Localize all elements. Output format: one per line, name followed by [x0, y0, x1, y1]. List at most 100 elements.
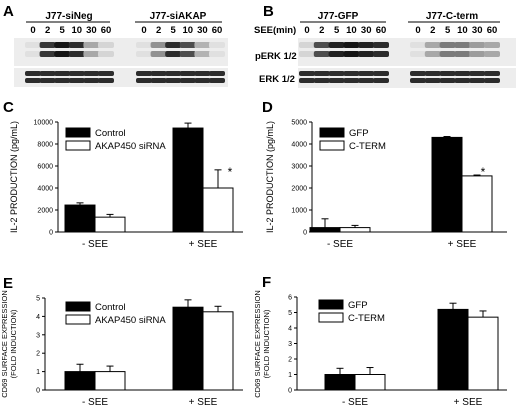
ERK-band — [410, 71, 426, 76]
panel-d-legend-label: GFP — [349, 128, 369, 139]
ERK-band — [343, 78, 360, 83]
pERK-band — [179, 51, 196, 57]
panel-d-bar — [339, 227, 371, 233]
panel-e-y-axis-title: CD69 SURFACE EXPRESSION(FOLD INDUCTION) — [0, 290, 18, 398]
panel-d-bar — [461, 175, 493, 233]
pERK-band — [83, 42, 100, 48]
panel-d-significance-star: * — [481, 165, 486, 179]
panel-a: A J77-siNeg J77-siAKAP 0 2 5 10 30 60 0 2 5 10 30 6… — [3, 3, 228, 87]
ERK-band — [179, 71, 196, 76]
pERK-band — [39, 42, 56, 48]
ERK-band — [328, 78, 345, 83]
pERK-band — [328, 51, 345, 57]
panel-d-y-tick-label: 4000 — [291, 142, 307, 149]
pERK-band — [454, 51, 471, 57]
ERK-band — [209, 78, 225, 83]
ERK-band — [150, 71, 167, 76]
ERK-band — [439, 78, 456, 83]
panel-d: D 0 1000 2000 3000 4000 5000 - SEE + SEE IL-2 PRO… — [262, 99, 507, 250]
panel-a-timepoint-label: 30 — [197, 25, 208, 36]
ERK-band — [299, 71, 315, 76]
panel-b-timepoint-label: 60 — [487, 25, 498, 36]
panel-e-legend-swatch — [65, 301, 91, 312]
pERK-band — [469, 42, 486, 48]
panel-f-bar — [354, 374, 386, 391]
panel-b-group-2-title: J77-C-term — [426, 11, 478, 22]
ERK-band — [454, 78, 471, 83]
pERK-band — [373, 51, 389, 57]
pERK-band — [98, 51, 114, 57]
ERK-band — [98, 71, 114, 76]
panel-c-significance-star: * — [228, 165, 233, 179]
panel-b-row-label-erk: ERK 1/2 — [259, 74, 295, 85]
pERK-band — [25, 42, 41, 48]
panel-f-bar — [437, 308, 469, 391]
panel-f-x-category-label: + SEE — [454, 397, 483, 408]
pERK-band — [150, 51, 167, 57]
panel-e-y-tick-label: 0 — [36, 388, 40, 395]
panel-b-timepoint-label: 0 — [304, 25, 309, 36]
pERK-band — [343, 51, 360, 57]
panel-c: C 0 2000 4000 6000 8000 10000 - SEE + SEE IL-2 PR… — [3, 99, 243, 250]
panel-d-legend-swatch — [319, 127, 345, 138]
panel-b-axis-label: SEE(min) — [254, 25, 296, 36]
panel-b-timepoint-label: 0 — [415, 25, 420, 36]
panel-f-y-tick-label: 5 — [288, 310, 292, 317]
panel-b-timepoint-label: 10 — [346, 25, 357, 36]
panel-c-bar — [172, 127, 204, 233]
pERK-band — [328, 42, 345, 48]
panel-c-bar — [202, 187, 234, 233]
panel-b-timepoint-label: 2 — [319, 25, 324, 36]
pERK-band — [454, 42, 471, 48]
panel-e-bar — [172, 306, 204, 391]
panel-f-y-axis-title: CD69 SURFACE EXPRESSION(FOLD INDUCTION) — [253, 290, 271, 398]
panel-e-bar — [202, 311, 234, 391]
panel-a-timepoint-label: 0 — [141, 25, 146, 36]
panel-c-legend-label: AKAP450 siRNA — [95, 141, 166, 152]
panel-a-timepoint-label: 10 — [183, 25, 194, 36]
panel-d-legend-label: C-TERM — [349, 141, 386, 152]
ERK-band — [373, 71, 389, 76]
panel-d-y-tick-label: 3000 — [291, 164, 307, 171]
panel-f-y-tick-label: 4 — [288, 326, 292, 333]
panel-f-legend-swatch — [318, 312, 344, 323]
ERK-band — [25, 71, 41, 76]
panel-f-y-tick-label: 2 — [288, 357, 292, 364]
panel-a-timepoint-label: 30 — [86, 25, 97, 36]
ERK-band — [98, 78, 114, 83]
panel-d-y-tick-label: 2000 — [291, 186, 307, 193]
panel-d-y-axis-title: IL-2 PRODUCTION (pg/mL) — [265, 121, 275, 233]
panel-f-y-tick-label: 1 — [288, 372, 292, 379]
pERK-band — [410, 42, 426, 48]
panel-c-letter: C — [3, 99, 14, 116]
panel-a-timepoint-label: 60 — [101, 25, 112, 36]
panel-b-timepoint-label: 30 — [361, 25, 372, 36]
panel-c-legend-swatch — [65, 140, 91, 151]
ERK-band — [194, 71, 211, 76]
panel-b-group-1-title: J77-GFP — [318, 11, 359, 22]
ERK-band — [424, 78, 441, 83]
panel-a-timepoint-label: 2 — [45, 25, 50, 36]
panel-e: E 0 1 2 3 4 5 - SEE + SEE CD69 SURFACE EXPRESSION… — [0, 275, 243, 408]
panel-c-bar — [64, 204, 96, 233]
ERK-band — [209, 71, 225, 76]
ERK-band — [358, 71, 375, 76]
panel-a-timepoint-label: 5 — [171, 25, 177, 36]
pERK-band — [136, 42, 152, 48]
panel-c-y-tick-label: 2000 — [37, 208, 53, 215]
panel-e-legend-swatch — [65, 314, 91, 325]
panel-a-timepoint-label: 10 — [72, 25, 83, 36]
ERK-band — [83, 78, 100, 83]
panel-c-y-tick-label: 0 — [49, 230, 53, 237]
panel-e-y-tick-label: 3 — [36, 332, 40, 339]
panel-f-y-tick-label: 3 — [288, 341, 292, 348]
panel-f-y-tick-label: 0 — [288, 388, 292, 395]
panel-b-timepoint-label: 2 — [430, 25, 435, 36]
pERK-band — [313, 51, 330, 57]
panel-d-letter: D — [262, 99, 273, 116]
pERK-band — [209, 51, 225, 57]
pERK-band — [136, 51, 152, 57]
pERK-band — [313, 42, 330, 48]
pERK-band — [54, 51, 71, 57]
